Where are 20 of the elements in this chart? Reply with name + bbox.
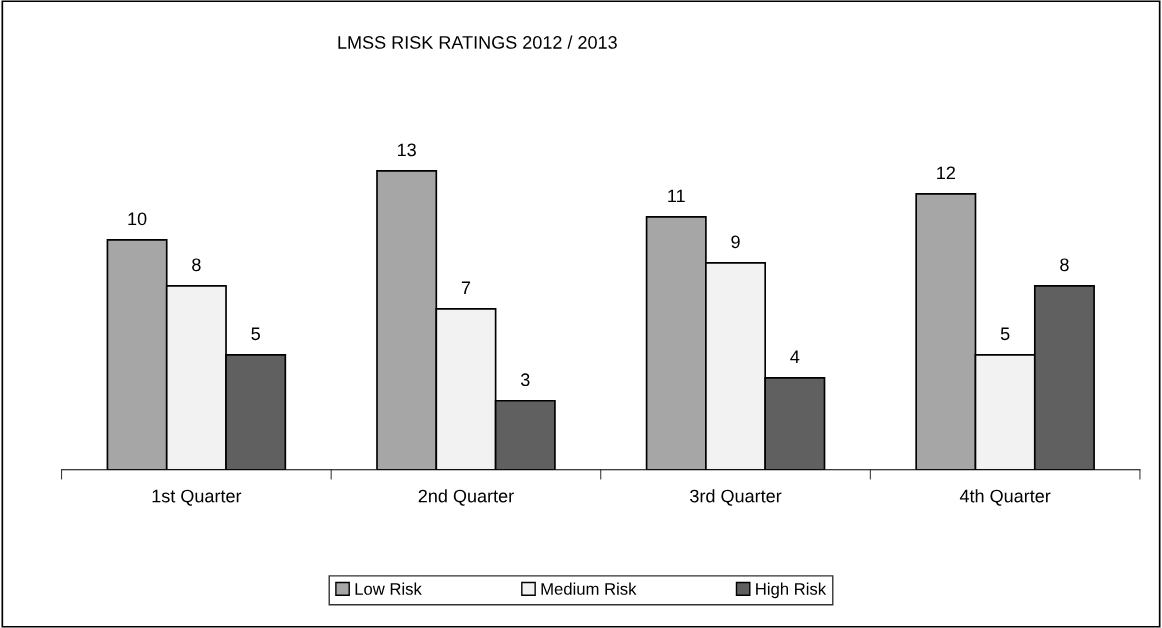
data-label: 5: [1000, 327, 1010, 341]
data-label: 5: [251, 327, 260, 341]
data-label: 7: [461, 281, 471, 294]
legend-label: High Risk: [756, 582, 827, 599]
data-label: 9: [731, 235, 740, 249]
legend-label: Low Risk: [355, 582, 422, 595]
data-label: 8: [192, 258, 201, 272]
x-tick-label: 4th Quarter: [959, 489, 1051, 506]
data-label: 11: [668, 189, 685, 203]
legend-label: Medium Risk: [541, 582, 637, 595]
x-tick-label: 1st Quarter: [152, 489, 242, 506]
data-label: 3: [520, 373, 530, 387]
data-label: 10: [128, 212, 147, 226]
data-label: 8: [1060, 258, 1069, 272]
data-label: 4: [790, 350, 800, 363]
data-label: 12: [937, 166, 955, 180]
x-tick-label: 3rd Quarter: [690, 489, 782, 506]
chart-title: LMSS RISK RATINGS 2012 / 2013: [338, 35, 617, 49]
data-label: 13: [397, 143, 416, 157]
x-tick-label: 2nd Quarter: [418, 489, 514, 506]
